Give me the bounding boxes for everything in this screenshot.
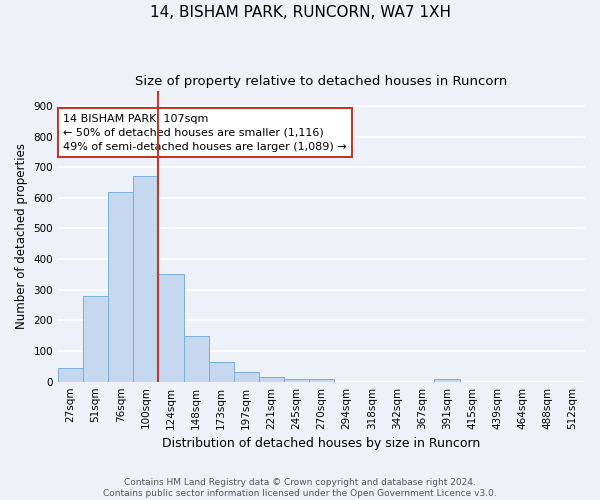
Text: 14 BISHAM PARK: 107sqm
← 50% of detached houses are smaller (1,116)
49% of semi-: 14 BISHAM PARK: 107sqm ← 50% of detached… (64, 114, 347, 152)
Bar (133, 176, 158, 382)
Bar (259, 377, 284, 382)
Bar (209, 362, 233, 382)
Bar (284, 378, 309, 382)
Bar (83, 296, 108, 382)
Bar (233, 372, 259, 382)
Text: 14, BISHAM PARK, RUNCORN, WA7 1XH: 14, BISHAM PARK, RUNCORN, WA7 1XH (149, 5, 451, 20)
Bar (58, 368, 83, 382)
Bar (434, 378, 460, 382)
Bar (158, 274, 184, 382)
Bar (184, 336, 209, 382)
Y-axis label: Number of detached properties: Number of detached properties (15, 143, 28, 329)
Bar (309, 378, 334, 382)
Bar (108, 192, 133, 382)
Title: Size of property relative to detached houses in Runcorn: Size of property relative to detached ho… (136, 75, 508, 88)
X-axis label: Distribution of detached houses by size in Runcorn: Distribution of detached houses by size … (163, 437, 481, 450)
Text: Contains HM Land Registry data © Crown copyright and database right 2024.
Contai: Contains HM Land Registry data © Crown c… (103, 478, 497, 498)
